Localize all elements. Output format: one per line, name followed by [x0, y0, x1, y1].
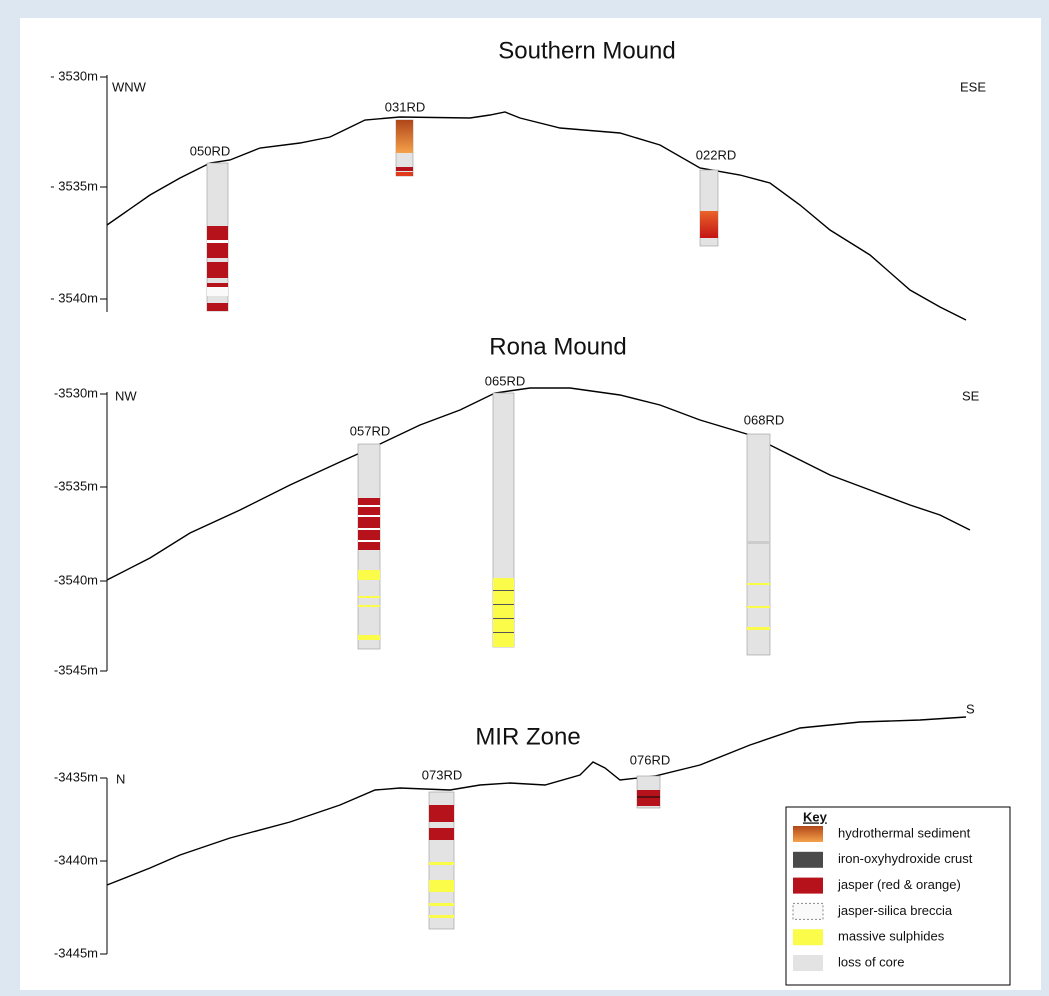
key-label: jasper (red & orange): [837, 877, 961, 892]
direction-label: SE: [962, 388, 980, 403]
core-band: [747, 627, 770, 630]
core-band: [396, 120, 413, 153]
core-band: [207, 262, 228, 278]
core-label: 022RD: [696, 147, 736, 162]
key-label: massive sulphides: [838, 929, 945, 944]
core-band: [493, 578, 514, 647]
core-band: [493, 632, 514, 633]
core-label: 031RD: [385, 99, 425, 114]
key-swatch: [793, 878, 823, 894]
core-band: [358, 635, 380, 640]
depth-label: -3530m: [54, 385, 98, 400]
core-band: [396, 172, 413, 176]
core-band: [429, 903, 454, 906]
figure: Southern Mound - 3530m - 3535m - 3540m WNW ES…: [0, 0, 1049, 996]
section-title: Rona Mound: [489, 333, 626, 360]
key-title: Key: [803, 809, 828, 824]
direction-label: ESE: [960, 79, 986, 94]
depth-label: -3440m: [54, 852, 98, 867]
depth-label: - 3535m: [50, 178, 98, 193]
core-band: [429, 880, 454, 892]
core-band: [396, 167, 413, 171]
direction-label: NW: [115, 388, 137, 403]
core-band: [207, 303, 228, 311]
core-label: 068RD: [744, 412, 784, 427]
core-band: [358, 605, 380, 607]
page: Southern Mound - 3530m - 3535m - 3540m WNW ES…: [0, 0, 1049, 996]
key-label: iron-oxyhydroxide crust: [838, 851, 973, 866]
core-band: [493, 590, 514, 591]
core-band: [358, 505, 380, 507]
core-band: [358, 596, 380, 598]
core-label: 057RD: [350, 423, 390, 438]
core-label: 050RD: [190, 143, 230, 158]
core-band: [358, 540, 380, 542]
core-band: [207, 283, 228, 287]
core: [747, 434, 770, 655]
key-swatch: [793, 826, 823, 842]
core-band: [747, 583, 770, 585]
key-swatch: [793, 903, 823, 919]
core-label: 065RD: [485, 373, 525, 388]
key-swatch: [793, 955, 823, 971]
core-band: [358, 515, 380, 517]
depth-label: -3545m: [54, 662, 98, 677]
section-title: MIR Zone: [475, 723, 580, 750]
core-band: [429, 915, 454, 918]
core-band: [429, 862, 454, 865]
core-band: [429, 828, 454, 840]
depth-label: -3445m: [54, 945, 98, 960]
core-band: [747, 606, 770, 608]
core-band: [207, 287, 228, 296]
core-band: [429, 805, 454, 822]
core-label: 073RD: [422, 767, 462, 782]
depth-label: -3435m: [54, 769, 98, 784]
key-label: loss of core: [838, 954, 904, 969]
core-band: [493, 604, 514, 605]
key-swatch: [793, 929, 823, 945]
direction-label: S: [966, 701, 975, 716]
depth-label: - 3530m: [50, 68, 98, 83]
section-title: Southern Mound: [498, 37, 675, 64]
depth-label: -3540m: [54, 572, 98, 587]
core-band: [207, 240, 228, 243]
key-label: jasper-silica breccia: [837, 903, 953, 918]
core-band: [358, 570, 380, 580]
key-swatch: [793, 852, 823, 868]
core-band: [358, 528, 380, 530]
core-band: [637, 796, 660, 798]
core-label: 076RD: [630, 752, 670, 767]
key-label: hydrothermal sediment: [838, 825, 971, 840]
depth-label: -3535m: [54, 478, 98, 493]
core-band: [747, 541, 770, 544]
depth-label: - 3540m: [50, 290, 98, 305]
core-band: [700, 211, 718, 238]
direction-label: WNW: [112, 79, 147, 94]
core-band: [493, 618, 514, 619]
direction-label: N: [116, 771, 125, 786]
